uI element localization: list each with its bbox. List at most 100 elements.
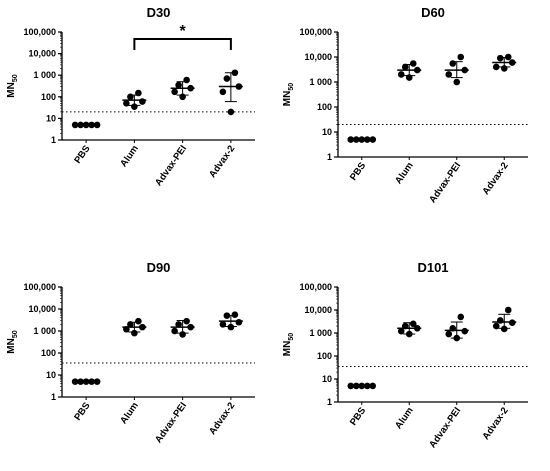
data-point	[131, 329, 138, 337]
data-point	[223, 75, 231, 82]
data-point	[93, 378, 101, 385]
x-tick-label: Advax-PEI	[427, 405, 463, 450]
x-tick-label: PBS	[72, 143, 92, 165]
data-point	[358, 382, 366, 390]
y-axis-label: MN50	[6, 330, 19, 353]
y-tick-label: 100	[317, 102, 332, 112]
x-tick-label: Advax-PEI	[427, 160, 463, 205]
data-point	[363, 136, 371, 143]
data-point	[500, 325, 508, 333]
y-tick-label: 100	[41, 92, 56, 102]
data-point	[445, 71, 453, 78]
panel-d101: D101 1 10 100 1 000 10,000 100,000 MN50 PBS Alum A…	[282, 260, 528, 450]
panel-d60: D60 1 10 100 1 000 10,000 100,000 MN50 PBS Alum Ad…	[282, 5, 528, 205]
y-tick-label: 100,000	[23, 27, 56, 37]
x-tick-label: Alum	[118, 400, 141, 426]
data-point	[397, 71, 405, 78]
y-tick-label: 1	[327, 152, 332, 162]
data-point	[219, 88, 227, 96]
data-point	[219, 321, 227, 328]
data-point	[227, 108, 235, 116]
data-point	[175, 321, 182, 328]
x-tick-label: Advax-2	[480, 405, 510, 442]
data-point	[88, 378, 95, 385]
data-point	[492, 322, 500, 330]
y-tick-label: 1 000	[309, 328, 332, 338]
panel-title: D60	[421, 5, 445, 20]
x-tick-label: Alum	[118, 143, 141, 169]
panel-title: D30	[147, 5, 171, 20]
y-tick-label: 100	[317, 351, 332, 361]
x-tick-label: Advax-2	[207, 400, 237, 437]
data-point	[352, 136, 360, 143]
data-point	[496, 54, 504, 62]
x-tick-label: Advax-2	[207, 143, 237, 180]
y-tick-label: 100,000	[23, 282, 56, 292]
data-point	[347, 382, 355, 390]
x-tick-label: Advax-2	[480, 160, 510, 197]
y-tick-label: 1 000	[33, 326, 56, 336]
x-tick-label: PBS	[72, 400, 92, 422]
data-point	[93, 121, 101, 129]
panel-d90: D90 1 10 100 1 000 10,000 100,000 MN50 PBS Alum Ad…	[6, 260, 255, 445]
data-point	[82, 378, 90, 385]
data-point	[88, 121, 95, 129]
y-tick-label: 1	[327, 397, 332, 407]
data-point	[231, 311, 239, 319]
y-tick-label: 100,000	[299, 282, 332, 292]
data-point	[347, 136, 355, 143]
data-point	[358, 136, 366, 143]
y-axis-label-subscript: 50	[12, 74, 19, 82]
data-point	[401, 63, 409, 71]
data-point	[139, 98, 146, 105]
significance-marker: *	[180, 23, 187, 40]
y-tick-label: 10	[322, 127, 332, 137]
data-point	[496, 317, 504, 324]
data-point	[504, 53, 512, 61]
data-point	[127, 93, 134, 101]
data-point	[227, 323, 235, 331]
data-point	[77, 121, 84, 129]
data-point	[409, 60, 417, 67]
data-point	[461, 327, 469, 335]
x-tick-label: Alum	[393, 405, 416, 431]
data-point	[445, 330, 453, 338]
x-tick-label: Advax-PEI	[153, 400, 189, 445]
x-tick-label: Alum	[393, 160, 416, 186]
y-tick-label: 10,000	[28, 49, 56, 59]
data-point	[363, 382, 371, 390]
data-point	[504, 306, 512, 314]
x-tick-label: PBS	[348, 405, 368, 427]
y-tick-label: 10	[46, 113, 56, 123]
significance-bracket	[133, 38, 232, 50]
y-axis-label: MN50	[6, 74, 19, 97]
data-point	[369, 382, 377, 390]
data-point	[183, 76, 190, 84]
data-point	[123, 100, 130, 107]
data-point	[77, 378, 84, 385]
x-tick-label: Advax-PEI	[153, 143, 189, 188]
y-tick-label: 1 000	[33, 70, 56, 80]
data-point	[457, 53, 465, 61]
data-point	[175, 81, 182, 89]
y-tick-label: 1	[51, 135, 56, 145]
y-tick-label: 1	[51, 392, 56, 402]
panel-title: D101	[417, 260, 448, 275]
panel-d30: D30 1 10 100 1 000 10,000 100,000 MN50 PBS Alum Ad…	[6, 5, 255, 188]
data-point	[135, 317, 142, 325]
y-tick-label: 10,000	[28, 304, 56, 314]
data-point	[171, 327, 178, 335]
data-point	[369, 136, 377, 143]
y-tick-label: 1 000	[309, 77, 332, 87]
y-axis-label: MN50	[282, 83, 295, 106]
data-point	[82, 121, 90, 129]
panel-title: D90	[147, 260, 171, 275]
data-point	[183, 317, 190, 325]
y-tick-label: 100,000	[299, 27, 332, 37]
y-axis-label: MN50	[282, 333, 295, 356]
data-point	[352, 382, 360, 390]
x-tick-label: PBS	[348, 160, 368, 182]
y-tick-label: 10,000	[304, 52, 332, 62]
y-axis-label-subscript: 50	[288, 333, 295, 341]
y-axis-label-subscript: 50	[12, 330, 19, 338]
